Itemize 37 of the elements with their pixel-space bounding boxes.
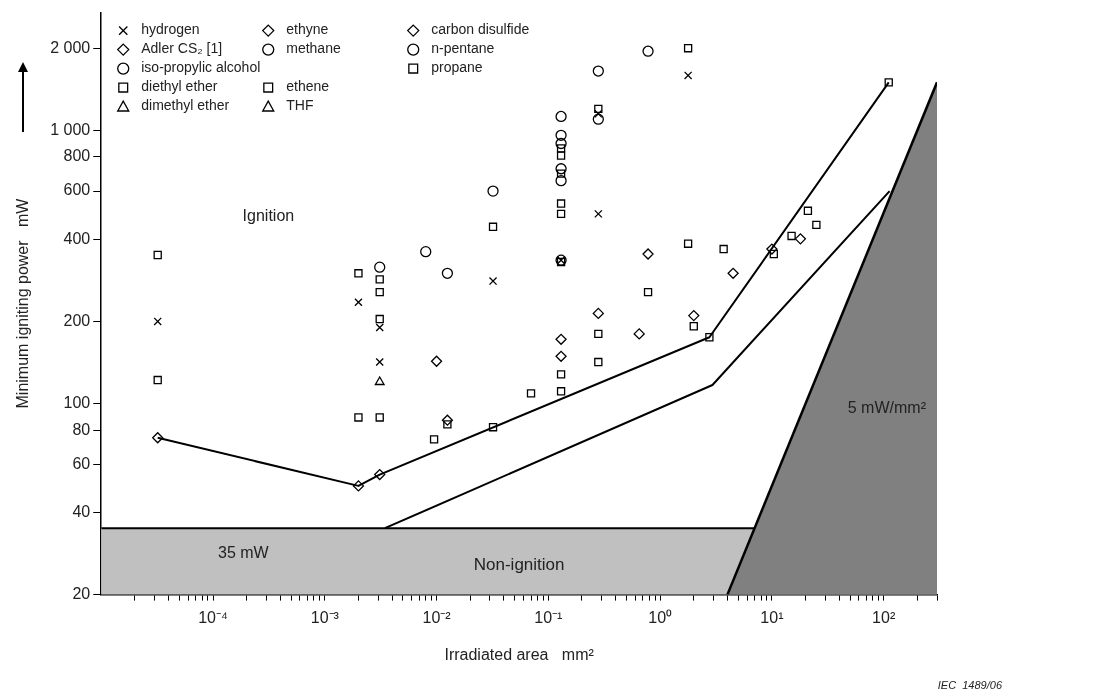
y-tick-label: 200 xyxy=(63,311,91,329)
y-tick-label: 2 000 xyxy=(50,38,91,56)
y-tick-label: 40 xyxy=(72,502,91,520)
legend-label: carbon disulfide xyxy=(431,21,530,38)
legend-label: Adler CS₂ [1] xyxy=(141,40,223,57)
y-axis-title: Minimum igniting power mW xyxy=(14,197,32,409)
x-tick-label: 10⁻³ xyxy=(310,608,340,626)
x-tick-label: 10⁻¹ xyxy=(534,608,563,626)
y-tick-label: 600 xyxy=(63,181,91,199)
legend-label: n-pentane xyxy=(431,40,495,57)
x-tick-label: 10⁻⁴ xyxy=(198,608,228,626)
x-tick-label: 10¹ xyxy=(760,608,784,626)
x-axis-title: Irradiated area mm² xyxy=(444,645,595,663)
legend-label: hydrogen xyxy=(141,21,200,38)
text: IEC 1489/06 xyxy=(937,678,1003,691)
y-tick-label: 100 xyxy=(63,394,91,412)
y-tick-label: 60 xyxy=(72,454,91,472)
x-tick-label: 10⁻² xyxy=(422,608,452,626)
annotation: 5 mW/mm² xyxy=(847,398,927,416)
legend-label: dimethyl ether xyxy=(141,97,230,114)
legend-label: propane xyxy=(431,59,483,76)
legend-label: diethyl ether xyxy=(141,78,218,95)
legend-label: ethyne xyxy=(286,21,329,38)
y-tick-label: 400 xyxy=(63,229,91,247)
legend-label: methane xyxy=(286,40,341,57)
annotation: Ignition xyxy=(242,206,295,224)
annotation: 35 mW xyxy=(217,544,270,562)
y-tick-label: 20 xyxy=(72,585,91,603)
x-tick-label: 10⁰ xyxy=(648,608,673,626)
y-tick-label: 800 xyxy=(63,147,91,165)
y-tick-label: 80 xyxy=(72,420,91,438)
legend-label: ethene xyxy=(286,78,330,95)
band-label: Non-ignition xyxy=(473,555,565,575)
y-tick-label: 1 000 xyxy=(50,120,91,138)
legend-label: iso-propylic alcohol xyxy=(141,59,261,76)
x-tick-label: 10² xyxy=(872,608,896,626)
legend-label: THF xyxy=(286,97,314,114)
